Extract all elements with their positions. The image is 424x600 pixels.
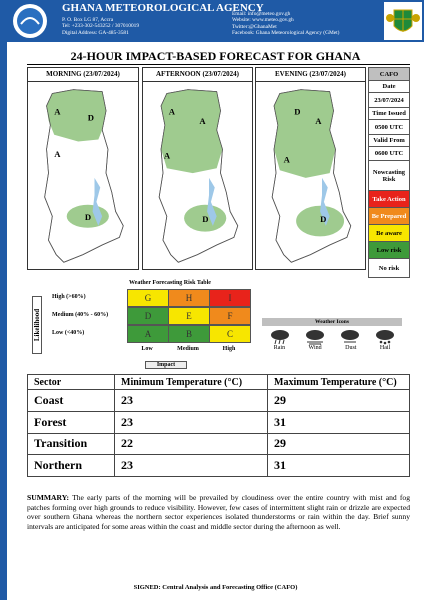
column-header: Maximum Temperature (°C) [267, 374, 410, 390]
map-label: D [88, 112, 94, 122]
risk-level: No risk [368, 258, 410, 278]
page-title: 24-HOUR IMPACT-BASED FORECAST FOR GHANA [70, 49, 361, 63]
summary-label: SUMMARY: [27, 493, 70, 502]
min-temp: 23 [114, 454, 268, 477]
risk-table: Weather Forecasting Risk Table Likelihoo… [30, 280, 252, 372]
contact-line: Twitter:@GhanaMet [232, 23, 277, 30]
address-line: P. O. Box LG 87, Accra [62, 17, 114, 23]
max-temp: 29 [267, 432, 410, 456]
address-line: Tel: +233-302-543252 / 307010019 [62, 23, 140, 30]
cafo-label: Date [368, 80, 410, 93]
temperature-table: Sector Minimum Temperature (°C) Maximum … [27, 374, 410, 477]
row-label: Low (<40%) [52, 330, 85, 336]
map-label: A [199, 116, 206, 126]
min-temp: 22 [114, 432, 268, 456]
y-axis-label: Likelihood [32, 296, 42, 354]
risk-cell: I [209, 289, 251, 307]
forecast-map: A A A D [158, 89, 239, 263]
cafo-label: Time Issued [368, 107, 410, 120]
contact-line: Email: info@meteo.gov.gh [232, 11, 291, 17]
agency-name: GHANA METEOROLOGICAL AGENCY [62, 2, 264, 14]
icon-label: Rain [273, 345, 286, 351]
weather-icons [271, 330, 394, 345]
risk-table-title: Weather Forecasting Risk Table [129, 280, 211, 286]
map-label: A [54, 149, 61, 159]
max-temp: 29 [267, 389, 410, 412]
map-label: A [315, 116, 322, 126]
cafo-label: Valid From [368, 134, 410, 147]
min-temp: 23 [114, 410, 268, 434]
column-header: Minimum Temperature (°C) [114, 374, 268, 390]
risk-cell: C [209, 325, 251, 343]
signed: SIGNED: Central Analysis and Forecasting… [133, 584, 298, 591]
cafo-title: CAFO [368, 67, 410, 81]
risk-cell: D [127, 307, 169, 325]
forecast-map: A D A D [44, 89, 124, 263]
icon-label: Dust [345, 345, 357, 351]
contact-line: Facebook: Ghana Meteorological Agency (G… [232, 30, 340, 37]
panel-heading: MORNING (23/07/2024) [28, 68, 138, 82]
column-label: Medium [177, 346, 199, 352]
summary: SUMMARY: The early parts of the morning … [27, 493, 410, 531]
map-label: A [169, 107, 176, 117]
panel-heading: AFTERNOON (23/07/2024) [143, 68, 252, 82]
risk-cell: G [127, 289, 169, 307]
panel-heading: EVENING (23/07/2024) [256, 68, 365, 82]
sector: Forest [27, 410, 115, 434]
sector: Coast [27, 389, 115, 412]
contact: Email: info@meteo.gov.gh Website: www.me… [232, 11, 339, 37]
row-label: High (>60%) [52, 294, 86, 300]
contact-line: Website: www.meteo.gov.gh [232, 17, 294, 24]
map-label: D [85, 212, 91, 222]
risk-cell: E [168, 307, 210, 325]
map-label: A [284, 155, 291, 165]
column-label: Low [141, 346, 153, 352]
row-label: Medium (40% - 60%) [52, 312, 109, 318]
icon-label: Wind [308, 345, 322, 351]
map-label: D [294, 107, 300, 117]
map-panel: MORNING (23/07/2024) A D A D [27, 67, 139, 270]
address: P. O. Box LG 87, Accra Tel: +233-302-543… [62, 17, 139, 36]
risk-cell: F [209, 307, 251, 325]
agency-logo [13, 4, 47, 38]
map-panel: EVENING (23/07/2024) D A A D [255, 67, 366, 270]
max-temp: 31 [267, 454, 410, 477]
risk-level: Take Action [368, 190, 410, 208]
cafo-value: 0600 UTC [368, 146, 410, 161]
cafo-value: 0500 UTC [368, 119, 410, 135]
risk-level: Be Prepared [368, 207, 410, 225]
header-band [0, 0, 424, 42]
min-temp: 23 [114, 389, 268, 412]
sector: Northern [27, 454, 115, 477]
risk-level: Low risk [368, 241, 410, 259]
map-label: A [164, 151, 171, 161]
address-line: Digital Address: GA-485-3581 [62, 29, 129, 36]
cafo-table: CAFO Date 23/07/2024 Time Issued 0500 UT… [368, 67, 410, 278]
coat-of-arms [384, 2, 422, 40]
risk-level: Be aware [368, 224, 410, 242]
x-axis-label: Impact [145, 361, 187, 369]
max-temp: 31 [267, 410, 410, 434]
sector: Transition [27, 432, 115, 456]
summary-text: The early parts of the morning will be p… [27, 493, 410, 531]
icons-title: Weather Icons [262, 318, 402, 326]
side-strip [0, 42, 7, 600]
map-label: D [320, 214, 326, 224]
map-label: D [202, 214, 208, 224]
map-panel: AFTERNOON (23/07/2024) A A A D [142, 67, 253, 270]
cafo-value: 23/07/2024 [368, 92, 410, 108]
column-label: High [222, 346, 236, 352]
forecast-map: D A A D [271, 89, 352, 263]
cafo-label: Nowcasting Risk [368, 160, 410, 191]
icon-label: Hail [379, 345, 391, 351]
title-rule [27, 64, 410, 65]
icon-labels: Rain Wind Dust Hail [262, 345, 402, 351]
column-header: Sector [27, 374, 115, 390]
risk-cell: H [168, 289, 210, 307]
map-label: A [54, 107, 61, 117]
